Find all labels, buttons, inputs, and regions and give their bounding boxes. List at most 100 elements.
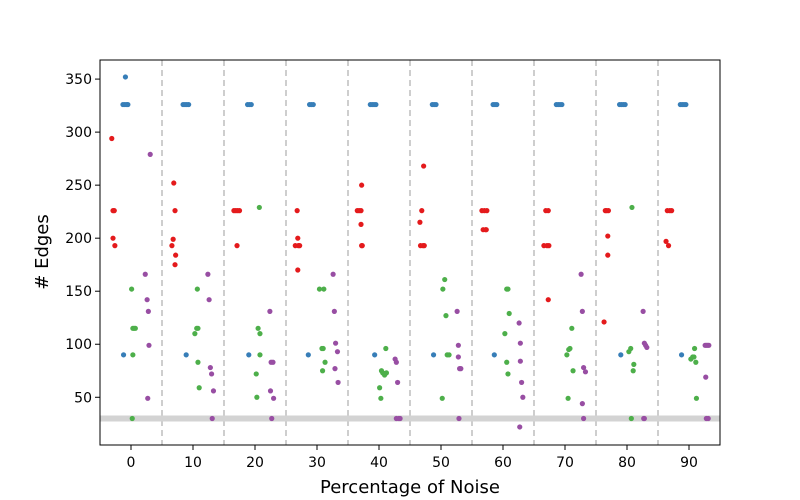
data-point-series-3: [456, 415, 462, 422]
data-point-series-3: [641, 415, 647, 422]
data-point-series-2: [443, 313, 449, 319]
data-point-series-2: [442, 276, 448, 283]
data-point-series-2: [383, 370, 390, 376]
data-point-series-2: [320, 345, 326, 352]
data-point-series-3: [517, 340, 523, 346]
data-point-series-1: [359, 182, 365, 188]
data-point-series-1: [295, 235, 301, 241]
data-point-series-1: [170, 236, 176, 242]
x-tick-label: 30: [308, 455, 326, 471]
data-point-series-2: [504, 359, 510, 365]
data-point-series-2: [691, 345, 698, 352]
data-point-series-3: [142, 271, 148, 277]
data-point-series-1: [173, 252, 179, 258]
data-point-series-1: [663, 238, 669, 244]
data-point-series-0: [120, 352, 127, 358]
data-point-series-2: [316, 286, 323, 292]
data-point-series-2: [693, 359, 699, 365]
data-point-series-2: [691, 354, 697, 360]
data-point-series-2: [257, 352, 263, 358]
data-point-series-3: [458, 366, 464, 372]
data-point-series-0: [433, 101, 439, 108]
x-tick-label: 0: [127, 455, 136, 471]
x-tick-label: 20: [246, 455, 264, 471]
data-point-series-2: [132, 325, 138, 331]
data-point-series-2: [321, 286, 327, 292]
data-point-series-0: [186, 101, 192, 108]
data-point-series-3: [207, 364, 213, 371]
data-point-series-2: [130, 352, 136, 358]
data-point-series-2: [439, 395, 445, 401]
data-point-series-1: [359, 243, 365, 249]
data-point-series-3: [579, 308, 585, 314]
data-point-series-0: [305, 352, 311, 358]
data-point-series-0: [683, 101, 689, 108]
y-tick-label: 150: [65, 284, 92, 300]
data-point-series-3: [395, 379, 401, 386]
data-point-series-0: [494, 101, 500, 108]
data-point-series-2: [446, 352, 452, 358]
data-point-series-3: [333, 340, 339, 346]
data-point-series-3: [582, 369, 589, 375]
data-point-series-2: [195, 325, 201, 331]
data-point-series-1: [109, 135, 115, 142]
data-point-series-3: [519, 379, 525, 386]
x-tick-label: 50: [432, 455, 450, 471]
data-point-series-2: [502, 331, 508, 337]
data-point-series-2: [196, 385, 202, 391]
data-point-series-2: [628, 415, 634, 422]
data-point-series-3: [206, 297, 212, 303]
data-point-series-3: [705, 415, 711, 422]
data-point-series-2: [505, 371, 511, 377]
data-point-series-1: [110, 235, 116, 241]
data-point-series-2: [192, 331, 198, 337]
data-point-series-3: [455, 342, 461, 348]
data-point-series-3: [455, 354, 461, 360]
data-point-series-1: [172, 262, 178, 268]
data-point-series-3: [640, 308, 646, 314]
data-point-series-1: [358, 208, 364, 214]
data-point-series-3: [335, 379, 341, 386]
data-point-series-1: [421, 243, 427, 249]
data-point-series-2: [256, 204, 262, 211]
data-point-series-3: [516, 320, 522, 326]
data-point-series-0: [430, 352, 437, 358]
data-point-series-0: [373, 101, 379, 108]
plot-frame: [99, 59, 721, 446]
data-point-series-2: [129, 415, 135, 422]
data-point-series-0: [122, 74, 129, 80]
data-point-series-0: [310, 101, 316, 108]
group-separators: [161, 60, 659, 445]
data-point-series-2: [440, 286, 446, 292]
data-point-series-1: [545, 208, 551, 214]
data-point-series-2: [693, 395, 700, 401]
data-point-series-3: [397, 415, 403, 422]
data-point-series-3: [454, 308, 460, 314]
data-point-series-3: [393, 359, 399, 365]
data-point-series-2: [630, 368, 636, 374]
data-point-series-0: [618, 352, 624, 358]
data-point-series-2: [253, 371, 259, 377]
x-tick-label: 70: [556, 455, 574, 471]
data-point-series-2: [569, 325, 575, 331]
data-point-series-3: [393, 415, 399, 422]
data-point-series-3: [330, 271, 336, 277]
data-point-series-3: [578, 271, 584, 277]
x-tick-label: 80: [618, 455, 636, 471]
data-point-series-1: [601, 319, 607, 325]
data-point-series-1: [295, 267, 301, 273]
data-point-series-0: [491, 352, 497, 358]
data-point-series-0: [125, 101, 131, 108]
y-tick-label: 50: [74, 390, 92, 406]
y-axis-label: # Edges: [32, 214, 53, 289]
data-point-series-2: [505, 286, 511, 292]
data-point-series-2: [255, 325, 261, 331]
data-point-series-3: [517, 358, 523, 364]
data-point-series-1: [419, 208, 425, 214]
data-point-series-1: [294, 208, 300, 214]
data-point-series-3: [706, 342, 712, 348]
y-axis-ticks: 50 100 150 200 250 300 350: [65, 72, 100, 406]
data-point-series-2: [195, 359, 201, 365]
data-point-series-1: [171, 180, 177, 186]
data-point-series-1: [484, 208, 490, 214]
